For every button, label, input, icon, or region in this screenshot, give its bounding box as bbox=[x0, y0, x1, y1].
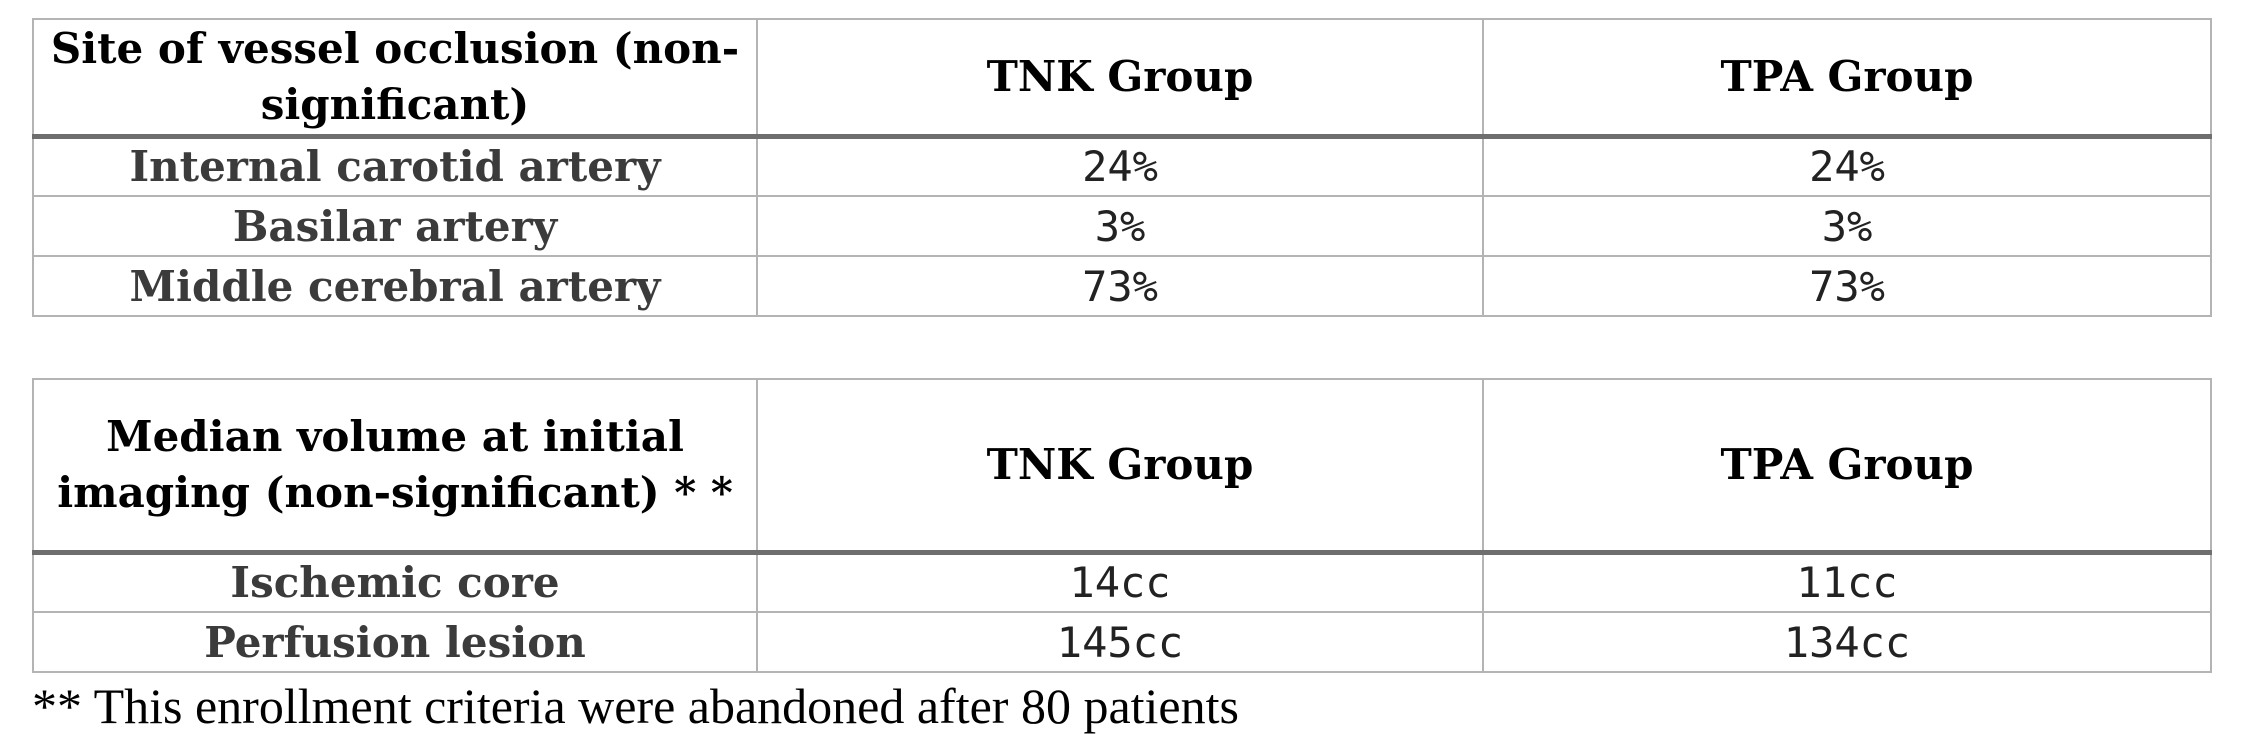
table-row: Basilar artery 3% 3% bbox=[32, 195, 2212, 257]
row-label: Basilar artery bbox=[32, 195, 758, 257]
table-row: Middle cerebral artery 73% 73% bbox=[32, 255, 2212, 317]
tnk-value: 145cc bbox=[756, 611, 1484, 673]
tnk-value: 14cc bbox=[756, 551, 1484, 613]
row-label: Perfusion lesion bbox=[32, 611, 758, 673]
tpa-value: 3% bbox=[1482, 195, 2212, 257]
table-row: Ischemic core 14cc 11cc bbox=[32, 551, 2212, 613]
tnk-value: 73% bbox=[756, 255, 1484, 317]
column-header-tnk: TNK Group bbox=[756, 18, 1484, 139]
column-header-volume: Median volume at initial imaging (non-si… bbox=[32, 378, 758, 555]
row-label: Ischemic core bbox=[32, 551, 758, 613]
vessel-occlusion-table: Site of vessel occlusion (non- significa… bbox=[32, 18, 2212, 317]
table-row: Internal carotid artery 24% 24% bbox=[32, 135, 2212, 197]
table-row: Perfusion lesion 145cc 134cc bbox=[32, 611, 2212, 673]
row-label: Middle cerebral artery bbox=[32, 255, 758, 317]
median-volume-table: Median volume at initial imaging (non-si… bbox=[32, 378, 2212, 673]
tnk-value: 3% bbox=[756, 195, 1484, 257]
tpa-value: 11cc bbox=[1482, 551, 2212, 613]
tnk-value: 24% bbox=[756, 135, 1484, 197]
column-header-tnk: TNK Group bbox=[756, 378, 1484, 555]
tpa-value: 24% bbox=[1482, 135, 2212, 197]
column-header-tpa: TPA Group bbox=[1482, 378, 2212, 555]
column-header-site: Site of vessel occlusion (non- significa… bbox=[32, 18, 758, 139]
row-label: Internal carotid artery bbox=[32, 135, 758, 197]
table-header-row: Median volume at initial imaging (non-si… bbox=[32, 378, 2212, 555]
column-header-tpa: TPA Group bbox=[1482, 18, 2212, 139]
tpa-value: 134cc bbox=[1482, 611, 2212, 673]
table-header-row: Site of vessel occlusion (non- significa… bbox=[32, 18, 2212, 139]
footnote: ** This enrollment criteria were abandon… bbox=[32, 678, 1239, 734]
tpa-value: 73% bbox=[1482, 255, 2212, 317]
